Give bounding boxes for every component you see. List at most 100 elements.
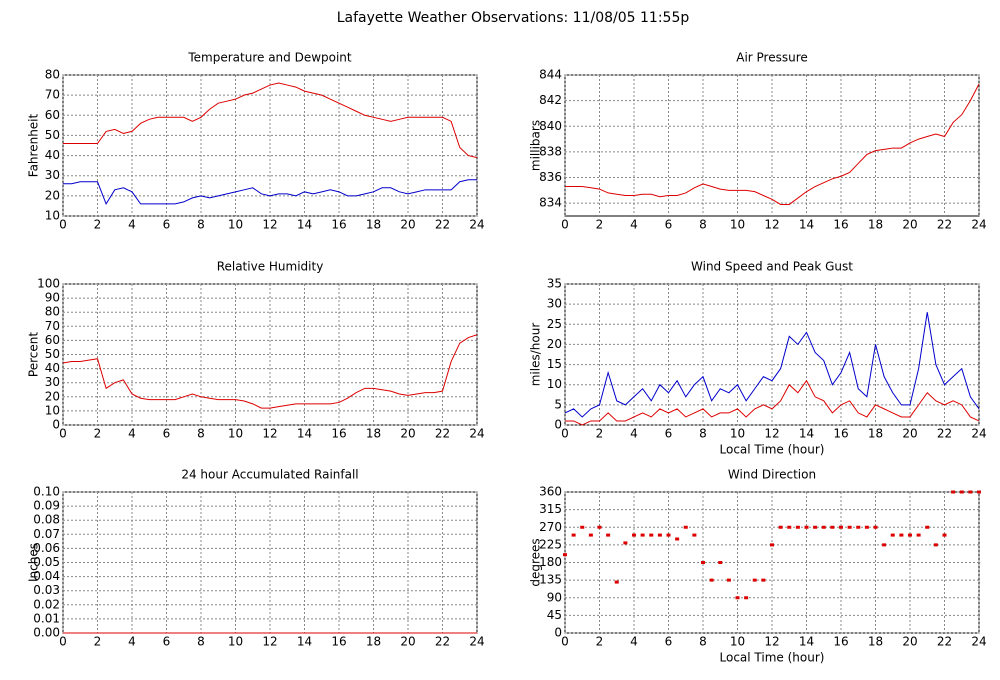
y-tick-label: 0.04 (33, 569, 60, 583)
x-tick-label: 6 (163, 427, 171, 441)
y-tick-label: 0 (554, 418, 562, 432)
y-tick-label: 0.06 (33, 541, 60, 555)
x-tick-label: 6 (665, 635, 673, 649)
y-tick-label: 844 (539, 68, 562, 82)
data-point (701, 561, 705, 564)
x-tick-label: 16 (833, 635, 848, 649)
x-tick-label: 14 (297, 427, 312, 441)
x-tick-label: 10 (730, 218, 745, 232)
x-tick-label: 14 (799, 427, 814, 441)
x-tick-label: 2 (596, 427, 604, 441)
y-tick-label: 0.03 (33, 583, 60, 597)
data-point (951, 490, 956, 494)
data-point (640, 533, 645, 537)
y-tick-label: 0.01 (33, 611, 60, 625)
x-tick-label: 24 (469, 635, 484, 649)
y-tick-label: 0.00 (33, 626, 60, 640)
data-point (882, 543, 887, 547)
data-line (565, 83, 980, 205)
y-tick-label: 45 (547, 608, 562, 622)
panel-title: Air Pressure (736, 51, 808, 65)
data-point (899, 533, 904, 537)
x-tick-label: 22 (435, 635, 450, 649)
y-tick-label: 840 (539, 119, 562, 133)
x-tick-label: 4 (630, 635, 638, 649)
panel-title: Wind Direction (728, 468, 816, 482)
x-tick-label: 22 (937, 635, 952, 649)
data-point (977, 490, 981, 494)
data-point (847, 525, 852, 529)
data-point (942, 533, 947, 537)
x-tick-label: 2 (94, 218, 102, 232)
data-point (959, 490, 964, 494)
x-tick-label: 16 (833, 427, 848, 441)
data-line (565, 379, 980, 426)
x-tick-label: 4 (630, 218, 638, 232)
x-tick-label: 18 (868, 427, 883, 441)
x-tick-label: 22 (937, 218, 952, 232)
y-tick-label: 90 (45, 291, 60, 305)
y-tick-label: 30 (45, 168, 60, 182)
y-tick-label: 10 (45, 403, 60, 417)
x-tick-label: 20 (902, 218, 917, 232)
data-point (839, 525, 843, 529)
x-tick-label: 0 (59, 218, 67, 232)
x-tick-label: 12 (262, 427, 277, 441)
y-axis-label: millibars (529, 120, 543, 171)
x-tick-label: 0 (561, 218, 569, 232)
x-tick-label: 10 (228, 635, 243, 649)
x-tick-label: 20 (400, 635, 415, 649)
data-point (726, 578, 731, 582)
x-tick-label: 8 (197, 427, 205, 441)
x-tick-label: 12 (764, 427, 779, 441)
y-tick-label: 360 (539, 485, 562, 499)
y-tick-label: 60 (45, 333, 60, 347)
data-point (787, 525, 792, 529)
y-tick-label: 836 (539, 170, 562, 184)
y-tick-label: 10 (547, 377, 562, 391)
x-tick-label: 4 (128, 635, 136, 649)
x-tick-label: 20 (400, 427, 415, 441)
data-point (709, 578, 714, 582)
data-point (614, 580, 619, 584)
x-tick-label: 18 (868, 635, 883, 649)
y-axis-label: Fahrenheit (27, 113, 41, 177)
x-tick-label: 14 (799, 635, 814, 649)
y-tick-label: 80 (45, 68, 60, 82)
y-tick-label: 0.09 (33, 499, 60, 513)
x-tick-label: 10 (228, 218, 243, 232)
x-tick-label: 22 (937, 427, 952, 441)
x-tick-label: 12 (764, 635, 779, 649)
x-tick-label: 8 (197, 218, 205, 232)
data-point (683, 525, 688, 529)
data-point (916, 533, 921, 537)
x-tick-label: 12 (262, 218, 277, 232)
data-point (571, 533, 576, 537)
x-axis-label: Local Time (hour) (720, 651, 825, 665)
y-tick-label: 0.07 (33, 527, 60, 541)
y-tick-label: 35 (547, 277, 562, 291)
data-point (563, 553, 567, 557)
y-tick-label: 60 (45, 108, 60, 122)
data-point (813, 525, 818, 529)
data-line (62, 334, 478, 409)
y-axis-label: Inches (27, 543, 41, 582)
x-tick-label: 0 (59, 635, 67, 649)
data-point (770, 543, 774, 547)
data-point (744, 596, 749, 600)
x-tick-label: 4 (128, 427, 136, 441)
data-point (632, 533, 636, 537)
data-point (908, 533, 912, 537)
data-point (873, 525, 878, 529)
x-tick-label: 2 (94, 427, 102, 441)
data-point (606, 533, 611, 537)
x-tick-label: 20 (400, 218, 415, 232)
y-tick-label: 315 (539, 502, 562, 516)
x-tick-label: 6 (665, 218, 673, 232)
y-tick-label: 20 (45, 188, 60, 202)
y-axis-label: miles/hour (529, 323, 543, 387)
x-tick-label: 12 (262, 635, 277, 649)
x-tick-label: 22 (435, 427, 450, 441)
x-tick-label: 14 (297, 218, 312, 232)
y-tick-label: 5 (554, 397, 562, 411)
